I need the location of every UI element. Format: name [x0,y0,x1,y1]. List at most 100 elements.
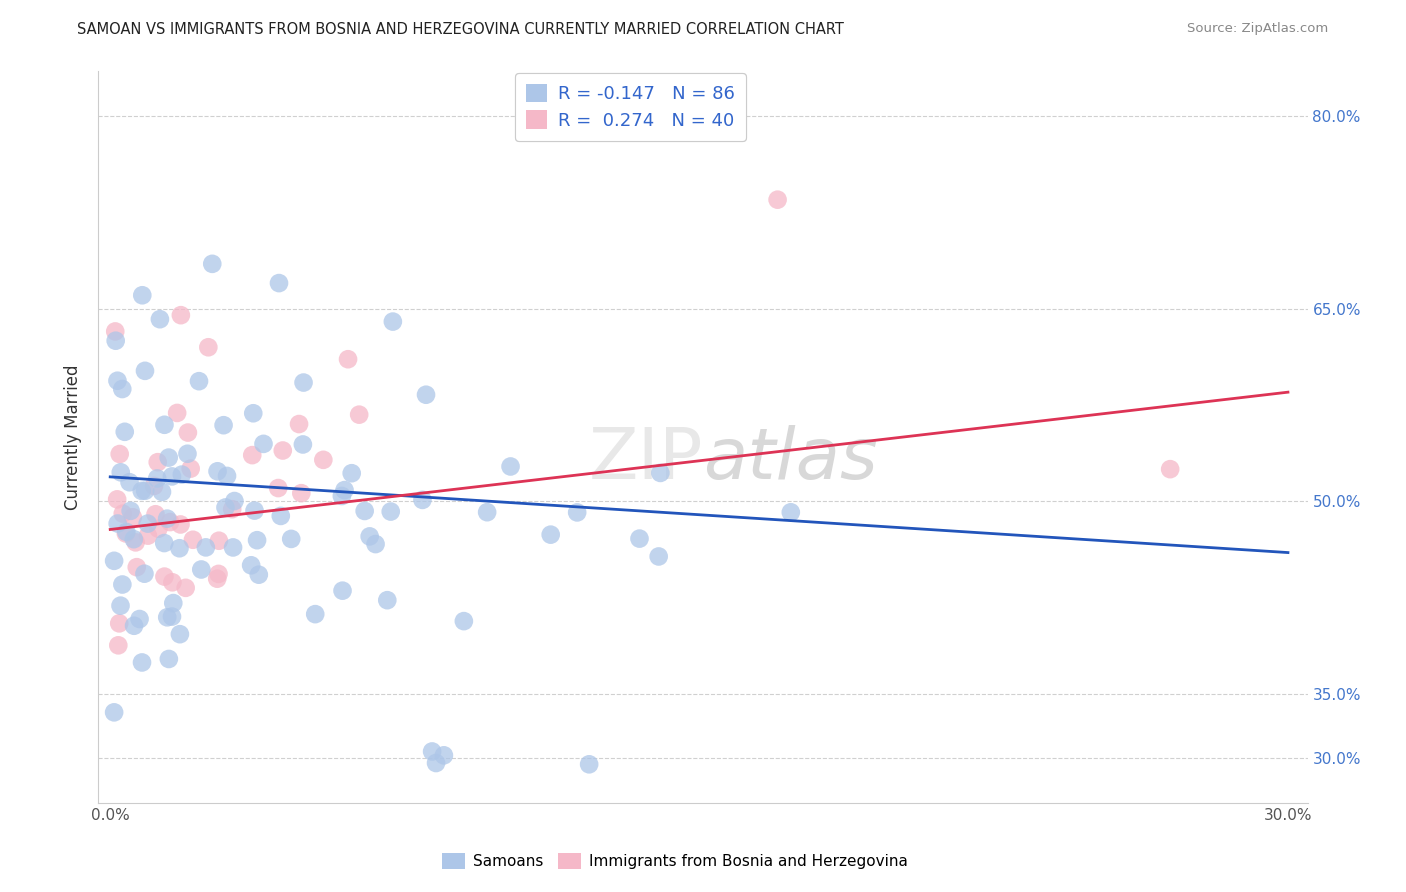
Point [280,532,302,546]
Point [124,535,146,549]
Point [453,614,475,628]
Point [304,607,326,622]
Point [122,532,145,546]
Point [197,340,219,354]
Point [111,382,134,396]
Point [359,529,381,543]
Point [246,533,269,548]
Point [190,562,212,576]
Point [347,408,370,422]
Point [111,507,134,521]
Point [292,376,315,390]
Point [208,533,231,548]
Point [766,193,789,207]
Point [170,308,193,322]
Point [415,388,437,402]
Point [153,569,176,583]
Point [162,596,184,610]
Point [578,757,600,772]
Point [146,455,169,469]
Point [128,612,150,626]
Point [381,315,404,329]
Point [118,475,141,490]
Point [134,364,156,378]
Point [647,549,669,564]
Point [201,257,224,271]
Point [125,560,148,574]
Point [169,541,191,556]
Point [252,437,274,451]
Y-axis label: Currently Married: Currently Married [65,364,83,510]
Point [267,481,290,495]
Point [288,417,311,431]
Point [330,489,353,503]
Point [205,572,228,586]
Point [188,374,211,388]
Point [420,744,443,758]
Point [240,448,263,462]
Point [149,312,172,326]
Point [107,374,129,388]
Point [134,566,156,581]
Point [156,610,179,624]
Point [166,406,188,420]
Point [110,599,132,613]
Point [180,461,202,475]
Point [267,276,290,290]
Point [181,533,204,547]
Point [364,537,387,551]
Point [290,486,312,500]
Point [169,517,191,532]
Point [337,352,360,367]
Point [270,508,292,523]
Point [475,505,498,519]
Point [271,443,294,458]
Point [650,466,672,480]
Point [433,748,456,763]
Point [160,609,183,624]
Text: Source: ZipAtlas.com: Source: ZipAtlas.com [1188,22,1329,36]
Point [114,425,136,439]
Point [224,494,246,508]
Text: ZIP: ZIP [589,425,703,493]
Point [332,583,354,598]
Point [108,616,131,631]
Point [136,516,159,531]
Point [169,627,191,641]
Point [170,467,193,482]
Point [146,471,169,485]
Point [104,325,127,339]
Point [221,502,243,516]
Point [134,483,156,498]
Point [1159,462,1181,476]
Legend: R = -0.147   N = 86, R =  0.274   N = 40: R = -0.147 N = 86, R = 0.274 N = 40 [515,73,747,141]
Point [779,505,801,519]
Point [628,532,651,546]
Point [122,619,145,633]
Point [143,479,166,493]
Point [107,638,129,652]
Point [115,524,138,539]
Text: atlas: atlas [703,425,877,493]
Point [114,526,136,541]
Point [153,536,176,550]
Point [425,756,447,770]
Point [176,447,198,461]
Point [174,581,197,595]
Point [540,527,562,541]
Point [177,425,200,440]
Text: SAMOAN VS IMMIGRANTS FROM BOSNIA AND HERZEGOVINA CURRENTLY MARRIED CORRELATION C: SAMOAN VS IMMIGRANTS FROM BOSNIA AND HER… [77,22,844,37]
Point [120,504,142,518]
Point [222,541,245,555]
Point [103,706,125,720]
Point [567,505,589,519]
Point [215,469,238,483]
Point [104,334,127,348]
Point [247,567,270,582]
Point [111,577,134,591]
Point [291,437,314,451]
Point [131,288,153,302]
Point [243,503,266,517]
Legend: Samoans, Immigrants from Bosnia and Herzegovina: Samoans, Immigrants from Bosnia and Herz… [436,847,914,875]
Point [131,483,153,498]
